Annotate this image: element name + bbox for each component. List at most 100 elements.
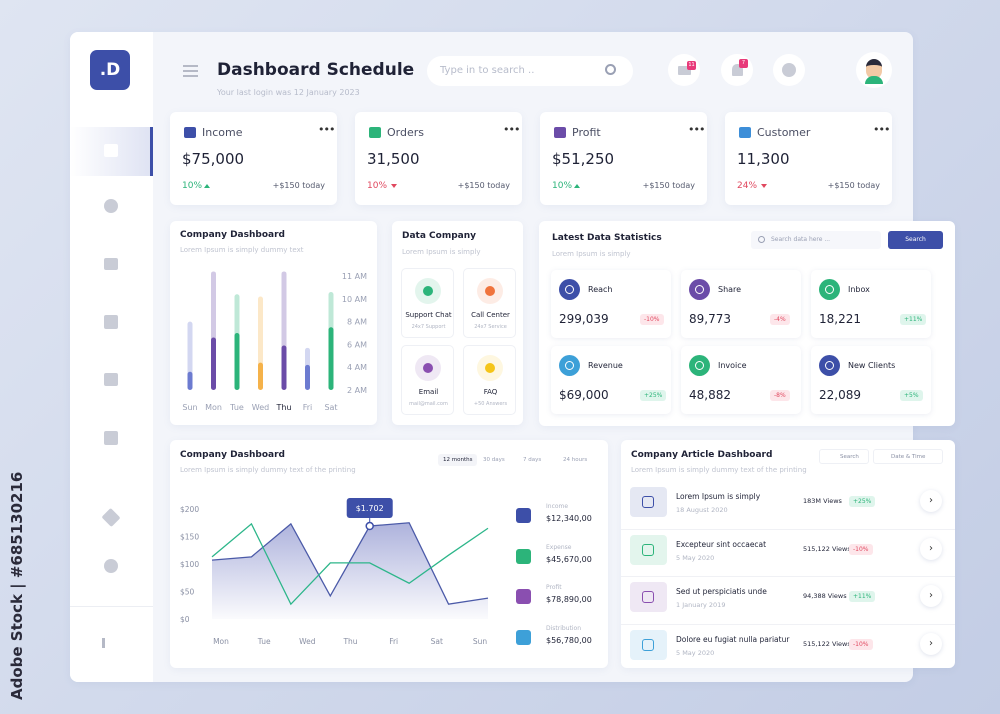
x-tick-label: Fri: [303, 403, 313, 412]
bell-icon: [732, 64, 743, 76]
legend-icon: [516, 548, 531, 564]
stat-tile[interactable]: Invoice 48,882 -8%: [681, 346, 801, 414]
tooltip-box: [346, 498, 393, 519]
stat-card: Profit ••• $51,250 10% +$150 today: [540, 112, 707, 205]
active-nav[interactable]: [70, 127, 153, 176]
contact-label: Call Center: [471, 311, 510, 319]
stat-icon: [184, 127, 196, 138]
change-badge: +11%: [900, 314, 927, 325]
settings-button[interactable]: [773, 54, 805, 86]
more-button[interactable]: •••: [503, 123, 520, 136]
search-input[interactable]: Search data here ...: [751, 231, 881, 249]
y-tick-label: $100: [180, 560, 199, 569]
date-filter[interactable]: Date & Time: [873, 449, 943, 464]
row-chevron[interactable]: ›: [920, 632, 942, 655]
range-tab[interactable]: 24 hours: [563, 457, 588, 463]
latest-stats-card: Latest Data Statistics Lorem Ipsum is sim…: [539, 221, 955, 426]
article-views: 515,122 Views: [803, 639, 851, 648]
stat-label: Share: [718, 285, 742, 294]
stat-icon-inner: [565, 361, 574, 370]
range-tab[interactable]: 7 days: [523, 457, 542, 463]
more-button[interactable]: •••: [873, 123, 890, 136]
stat-value: 18,221: [819, 312, 861, 326]
article-views: 515,122 Views: [803, 544, 851, 553]
contact-icon-dot: [485, 363, 495, 373]
row-chevron[interactable]: ›: [920, 490, 942, 512]
contact-tile[interactable]: Email mail@mail.com: [401, 345, 454, 415]
stat-change: 10%: [182, 181, 203, 191]
trend-arrow: [204, 184, 210, 188]
stat-tile[interactable]: Reach 299,039 -10%: [551, 270, 671, 338]
article-search[interactable]: Search: [819, 449, 869, 464]
article-thumb-icon: [642, 591, 654, 603]
line: [211, 522, 489, 605]
x-tick-label: Wed: [252, 403, 269, 412]
stat-tile[interactable]: New Clients 22,089 +5%: [811, 346, 931, 414]
stat-label: Inbox: [848, 285, 870, 294]
contact-label: FAQ: [483, 388, 498, 396]
row-chevron[interactable]: ›: [920, 585, 942, 607]
card-title: Company Dashboard: [180, 450, 285, 460]
stat-value: $69,000: [559, 388, 609, 402]
article-title: Excepteur sint occaecat: [676, 539, 767, 549]
contact-sub: 24x7 Support: [411, 324, 446, 330]
row-chevron[interactable]: ›: [920, 537, 942, 560]
nav-icon[interactable]: [104, 199, 118, 213]
notification-button[interactable]: 7: [721, 54, 753, 86]
more-button[interactable]: •••: [318, 123, 335, 136]
bar-chart-card: Company Dashboard Lorem Ipsum is simply d…: [170, 221, 377, 425]
contact-tile[interactable]: Call Center 24x7 Service: [463, 268, 516, 338]
y-tick-label: 4 AM: [347, 363, 367, 372]
contact-icon-dot: [423, 363, 433, 373]
mail-button[interactable]: 11: [668, 54, 700, 86]
nav-icon[interactable]: [104, 258, 118, 270]
avatar[interactable]: [856, 52, 892, 88]
y-tick-label: 2 AM: [347, 386, 367, 395]
logout-icon[interactable]: [102, 638, 118, 648]
contact-tile[interactable]: FAQ +50 Answers: [463, 345, 516, 415]
logo[interactable]: .D: [90, 50, 130, 90]
y-tick-label: 11 AM: [342, 272, 367, 281]
x-tick-label: Sun: [182, 403, 197, 412]
stat-label: New Clients: [848, 361, 896, 370]
stat-tile[interactable]: Inbox 18,221 +11%: [811, 270, 931, 338]
stat-tile[interactable]: Revenue $69,000 +25%: [551, 346, 671, 414]
more-button[interactable]: •••: [688, 123, 705, 136]
stat-value: $51,250: [552, 150, 615, 168]
highlight-point: [365, 521, 374, 531]
bar: [258, 362, 263, 390]
menu-icon[interactable]: [183, 65, 198, 67]
avatar-face: [866, 59, 882, 79]
nav-icon[interactable]: [104, 373, 118, 386]
nav-icon[interactable]: [101, 507, 121, 528]
x-tick-label: Mon: [205, 403, 222, 412]
article-title: Lorem Ipsum is simply: [676, 492, 761, 501]
search-button[interactable]: Search: [888, 231, 943, 249]
settings-icon[interactable]: [104, 559, 118, 573]
change-badge: +25%: [849, 496, 876, 507]
nav-icon[interactable]: [104, 315, 118, 329]
nav-icon[interactable]: [104, 431, 118, 445]
sidebar: .D: [70, 32, 153, 682]
article-thumb: [630, 629, 667, 660]
x-tick-label: Sun: [473, 637, 488, 646]
article-date: 1 January 2019: [676, 601, 726, 609]
stat-icon: [554, 127, 566, 138]
trend-arrow: [574, 184, 580, 188]
range-tab[interactable]: 12 months: [438, 454, 478, 466]
legend-icon: [516, 508, 531, 523]
y-tick-label: $0: [180, 615, 190, 624]
range-tab[interactable]: 30 days: [483, 457, 505, 463]
bar-chart: 11 AM 10 AM 8 AM 6 AM 4 AM 2 AM Sun Mon Tue Wed Th…: [182, 271, 367, 412]
stat-tile[interactable]: Share 89,773 -4%: [681, 270, 801, 338]
stat-icon-inner: [695, 361, 704, 370]
contact-label: Support Chat: [405, 311, 452, 319]
search-box[interactable]: Type in to search ..: [427, 56, 633, 86]
avatar-body: [865, 76, 883, 84]
stat-value: 299,039: [559, 312, 609, 326]
contact-tile[interactable]: Support Chat 24x7 Support: [401, 268, 454, 338]
y-tick-label: 10 AM: [342, 295, 367, 304]
card-subtitle: Lorem Ipsum is simply: [402, 248, 481, 256]
change-badge: -10%: [849, 543, 873, 555]
